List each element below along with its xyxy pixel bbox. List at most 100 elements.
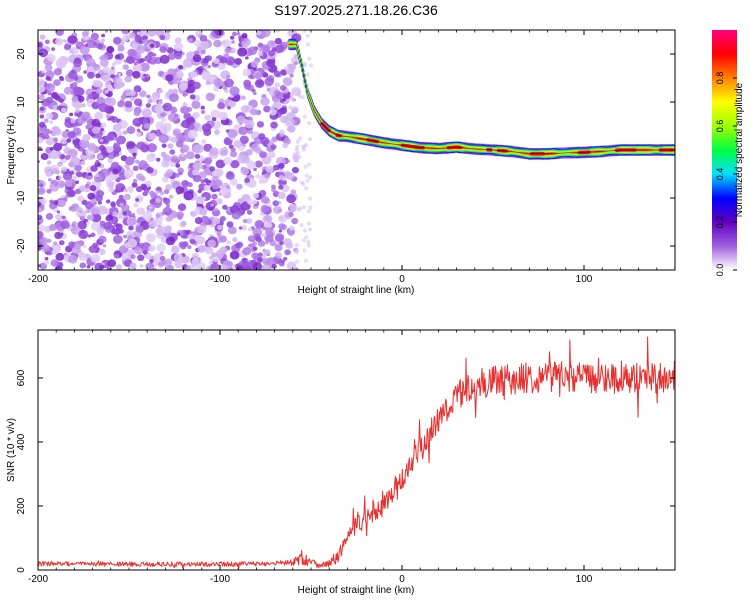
noise-cell	[66, 138, 72, 143]
noise-cell	[157, 88, 163, 94]
noise-cell	[284, 249, 291, 256]
noise-cell	[227, 129, 238, 138]
noise-cell	[176, 211, 184, 219]
noise-cell	[229, 150, 238, 158]
noise-cell	[113, 81, 123, 90]
noise-cell	[139, 264, 144, 268]
noise-cell	[136, 207, 145, 215]
noise-cell	[98, 103, 109, 113]
noise-cell	[78, 229, 89, 240]
noise-cell	[134, 159, 140, 164]
noise-cell	[274, 37, 282, 45]
noise-cell	[205, 92, 215, 102]
noise-cell	[49, 223, 57, 232]
noise-cell	[288, 212, 294, 217]
noise-cell	[271, 187, 276, 193]
noise-cell	[60, 220, 70, 229]
noise-cell	[106, 179, 115, 188]
noise-cell	[205, 201, 216, 211]
noise-cell	[224, 47, 232, 54]
noise-cell	[161, 177, 169, 183]
noise-cell	[141, 108, 152, 118]
noise-cell	[46, 238, 52, 243]
noise-cell	[152, 260, 158, 266]
noise-cell	[57, 231, 64, 237]
noise-cell	[251, 252, 260, 260]
noise-cell	[274, 243, 283, 252]
noise-cell	[290, 189, 297, 195]
noise-cell	[67, 148, 78, 158]
noise-cell	[295, 259, 300, 264]
noise-cell	[174, 37, 182, 44]
noise-cell	[187, 129, 198, 139]
noise-cell	[91, 118, 101, 127]
noise-cell	[233, 140, 242, 148]
noise-cell	[55, 252, 65, 261]
noise-cell	[41, 243, 50, 252]
noise-cell	[72, 81, 78, 87]
colorbar: 0.0 0.2 0.4 0.6 0.8 Normalized spectral ampl…	[712, 30, 745, 276]
noise-cell	[180, 144, 190, 153]
noise-cell	[210, 109, 221, 119]
spectrogram-x-ticks: -200 -100 0 100	[28, 30, 676, 285]
noise-cell	[303, 164, 308, 169]
noise-cell	[38, 264, 42, 268]
noise-cell	[123, 234, 127, 239]
noise-cell	[77, 220, 88, 230]
noise-cell	[265, 228, 276, 238]
noise-cell	[136, 128, 141, 133]
noise-cell	[294, 250, 299, 255]
noise-cell	[39, 34, 46, 40]
noise-cell	[133, 202, 139, 208]
noise-cell	[126, 140, 136, 150]
noise-cell	[163, 172, 171, 179]
noise-cell	[218, 235, 227, 243]
noise-cell	[85, 208, 91, 214]
noise-cell	[146, 94, 151, 99]
noise-cell	[93, 64, 101, 71]
noise-cell	[113, 253, 120, 259]
snr-y-tick-label: 200	[16, 497, 27, 514]
noise-cell	[55, 37, 64, 46]
noise-cell	[135, 132, 142, 138]
noise-cell	[240, 105, 250, 114]
noise-cell	[170, 245, 180, 254]
noise-cell	[278, 214, 287, 223]
noise-cell	[97, 205, 108, 215]
noise-cell	[132, 70, 141, 79]
noise-cell	[98, 248, 106, 255]
noise-cell	[66, 189, 76, 198]
noise-cell	[191, 100, 201, 109]
noise-cell	[252, 262, 263, 270]
noise-cell	[146, 153, 156, 162]
noise-cell	[172, 88, 179, 94]
noise-cell	[68, 254, 78, 264]
noise-cell	[99, 58, 109, 67]
noise-cell	[263, 249, 271, 256]
noise-cell	[211, 170, 218, 177]
noise-cell	[254, 220, 265, 229]
noise-cell	[133, 110, 141, 117]
noise-cell	[227, 226, 237, 235]
noise-cell	[86, 221, 90, 225]
noise-cell	[246, 198, 254, 205]
noise-cell	[307, 196, 312, 201]
noise-cell	[159, 34, 166, 41]
spectrogram-x-tick-label: -200	[28, 274, 48, 285]
noise-cell	[197, 189, 202, 194]
noise-cell	[231, 211, 241, 220]
noise-cell	[51, 92, 59, 99]
noise-cell	[213, 39, 222, 48]
noise-cell	[107, 186, 115, 193]
noise-cell	[86, 71, 95, 79]
noise-cell	[159, 54, 170, 64]
noise-cell	[175, 186, 185, 195]
noise-cell	[187, 182, 193, 188]
noise-cell	[95, 133, 103, 140]
noise-cell	[273, 70, 281, 78]
noise-cell	[185, 265, 191, 270]
noise-cell	[44, 134, 50, 140]
noise-cell	[117, 72, 122, 77]
noise-cell	[241, 155, 251, 164]
noise-cell	[254, 79, 265, 88]
